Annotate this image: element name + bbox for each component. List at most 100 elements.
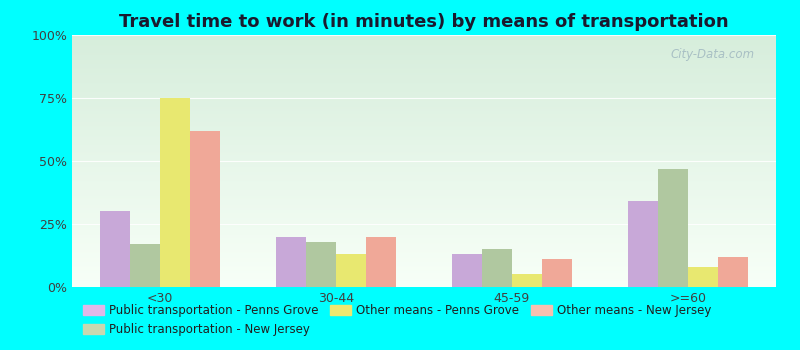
Bar (72, 234, 776, 235)
Bar (72, 270, 776, 271)
Bar (72, 41, 776, 43)
Bar (72, 40, 776, 41)
Bar (72, 213, 776, 214)
Bar (72, 134, 776, 136)
Bar (72, 36, 776, 37)
Bar (72, 188, 776, 189)
Bar (72, 113, 776, 114)
Bar (72, 194, 776, 195)
Bar (306, 241, 336, 287)
Bar (72, 137, 776, 138)
Bar (72, 43, 776, 44)
Bar (72, 63, 776, 64)
Bar (72, 121, 776, 122)
Bar (72, 148, 776, 150)
Bar (72, 71, 776, 73)
Bar (72, 160, 776, 161)
Bar (72, 278, 776, 279)
Bar (72, 262, 776, 263)
Bar (72, 244, 776, 245)
Bar (718, 257, 748, 287)
Bar (72, 235, 776, 237)
Bar (72, 87, 776, 88)
Bar (72, 140, 776, 141)
Bar (72, 177, 776, 178)
Bar (72, 271, 776, 272)
Bar (512, 274, 542, 287)
Bar (72, 75, 776, 77)
Bar (72, 144, 776, 145)
Bar (72, 94, 776, 96)
Text: City-Data.com: City-Data.com (670, 48, 755, 61)
Bar (72, 181, 776, 182)
Bar (72, 106, 776, 107)
Bar (72, 103, 776, 104)
Bar (72, 59, 776, 60)
Bar (72, 128, 776, 130)
Bar (72, 214, 776, 215)
Bar (366, 237, 396, 287)
Bar (72, 225, 776, 226)
Bar (72, 138, 776, 140)
Bar (72, 159, 776, 160)
Bar (72, 240, 776, 241)
Bar (72, 146, 776, 147)
Bar (72, 150, 776, 151)
Bar (72, 252, 776, 253)
Bar (72, 211, 776, 213)
Bar (72, 190, 776, 191)
Bar (72, 256, 776, 257)
Bar (72, 46, 776, 48)
Bar (72, 210, 776, 211)
Bar (72, 195, 776, 196)
Bar (72, 219, 776, 220)
Bar (72, 96, 776, 97)
Bar (72, 98, 776, 99)
Bar (72, 230, 776, 232)
Bar (72, 248, 776, 249)
Bar (276, 237, 306, 287)
Bar (72, 88, 776, 89)
Bar (72, 68, 776, 69)
Bar (72, 119, 776, 121)
Bar (72, 169, 776, 170)
Bar (130, 244, 160, 287)
Bar (72, 197, 776, 199)
Bar (72, 182, 776, 184)
Bar (72, 282, 776, 283)
Bar (72, 104, 776, 106)
Bar (452, 254, 482, 287)
Bar (72, 205, 776, 206)
Bar (72, 44, 776, 45)
Bar (72, 184, 776, 185)
Bar (72, 156, 776, 157)
Bar (72, 52, 776, 54)
Bar (72, 97, 776, 98)
Bar (72, 114, 776, 116)
Bar (72, 266, 776, 267)
Bar (72, 56, 776, 58)
Bar (72, 260, 776, 262)
Bar (72, 216, 776, 218)
Bar (72, 186, 776, 188)
Bar (72, 245, 776, 247)
Bar (72, 70, 776, 71)
Bar (72, 185, 776, 186)
Title: Travel time to work (in minutes) by means of transportation: Travel time to work (in minutes) by mean… (119, 13, 729, 31)
Bar (72, 264, 776, 266)
Bar (72, 208, 776, 209)
Bar (72, 267, 776, 268)
Bar (72, 69, 776, 70)
Bar (72, 122, 776, 123)
Bar (72, 141, 776, 142)
Bar (72, 93, 776, 94)
Bar (72, 175, 776, 176)
Bar (72, 99, 776, 100)
Bar (72, 112, 776, 113)
Bar (72, 51, 776, 52)
Bar (72, 281, 776, 282)
Bar (72, 259, 776, 260)
Bar (72, 145, 776, 146)
Bar (72, 193, 776, 194)
Bar (542, 259, 572, 287)
